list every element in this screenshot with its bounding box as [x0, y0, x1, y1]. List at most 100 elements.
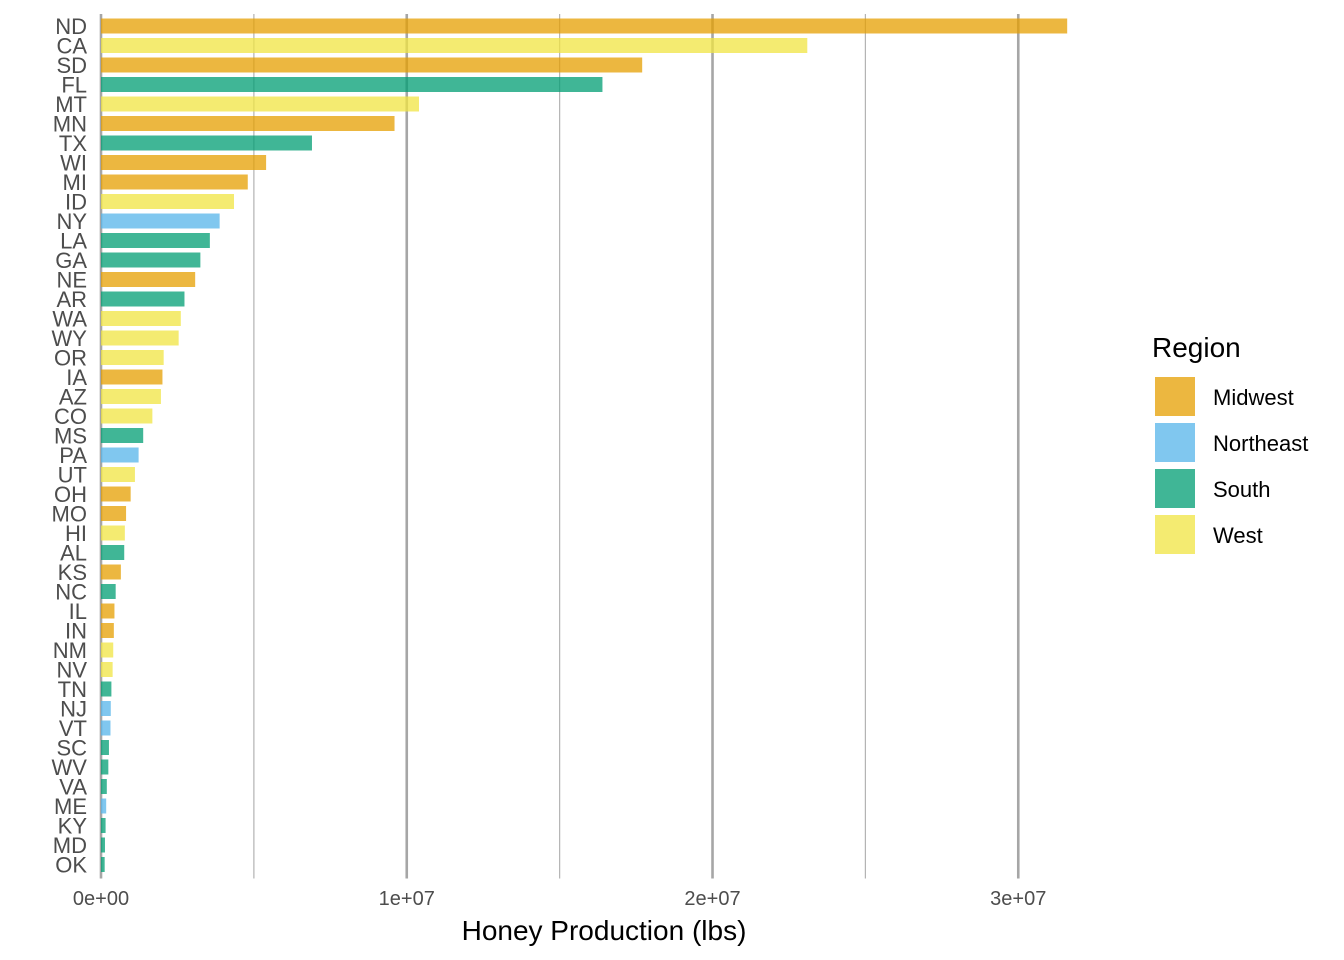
state-label-or: OR: [54, 346, 87, 371]
x-tick-label: 1e+07: [379, 888, 435, 910]
bar-ok: [101, 857, 105, 872]
bar-sc: [101, 740, 109, 755]
state-label-nc: NC: [55, 580, 87, 605]
bar-fl: [101, 77, 603, 92]
bar-wv: [101, 759, 109, 775]
state-label-ne: NE: [56, 268, 87, 293]
bar-ks: [101, 564, 121, 580]
bar-pa: [101, 447, 139, 463]
bar-vt: [101, 720, 111, 736]
state-label-nj: NJ: [60, 697, 87, 722]
bar-co: [101, 408, 153, 424]
state-label-ks: KS: [58, 560, 87, 585]
bar-ar: [101, 291, 185, 307]
state-label-nd: ND: [55, 14, 87, 39]
legend-label-northeast: Northeast: [1213, 431, 1308, 456]
legend-label-south: South: [1213, 477, 1271, 502]
state-label-ga: GA: [55, 248, 87, 273]
bar-wa: [101, 311, 181, 326]
state-label-tn: TN: [58, 677, 87, 702]
state-label-oh: OH: [54, 482, 87, 507]
bar-ca: [101, 38, 808, 53]
state-label-ar: AR: [56, 287, 87, 312]
bar-nv: [101, 662, 113, 677]
state-label-ky: KY: [58, 814, 88, 839]
legend-items: Midwest Northeast South West: [1155, 377, 1308, 554]
bar-or: [101, 350, 164, 365]
bar-md: [101, 837, 105, 853]
bar-ga: [101, 252, 201, 268]
bar-ms: [101, 428, 144, 443]
legend-key-south: [1155, 469, 1195, 508]
state-label-al: AL: [60, 541, 87, 566]
bar-oh: [101, 486, 131, 502]
bar-tn: [101, 681, 112, 697]
state-label-mn: MN: [53, 112, 87, 137]
state-label-mo: MO: [52, 502, 87, 527]
legend-key-west: [1155, 515, 1195, 554]
bar-nm: [101, 642, 114, 658]
state-labels: NDCASDFLMTMNTXWIMIIDNYLAGANEARWAWYORIAAZ…: [52, 14, 88, 878]
state-label-ia: IA: [66, 365, 87, 390]
state-label-sd: SD: [56, 53, 87, 78]
legend-key-midwest: [1155, 377, 1195, 416]
state-label-tx: TX: [59, 131, 87, 156]
bar-wi: [101, 155, 267, 170]
state-label-va: VA: [59, 775, 87, 800]
state-label-fl: FL: [61, 73, 87, 98]
legend-label-midwest: Midwest: [1213, 385, 1294, 410]
bar-nd: [101, 18, 1068, 34]
bar-me: [101, 798, 107, 814]
bar-al: [101, 545, 125, 560]
state-label-il: IL: [69, 599, 87, 624]
x-tick-labels: 0e+00 1e+07 2e+07 3e+07: [73, 888, 1046, 910]
state-label-hi: HI: [65, 521, 87, 546]
bar-tx: [101, 135, 312, 151]
state-label-ny: NY: [56, 209, 87, 234]
bar-mi: [101, 174, 248, 190]
bar-in: [101, 623, 114, 638]
state-label-wi: WI: [60, 151, 87, 176]
state-label-ca: CA: [56, 34, 87, 59]
bar-va: [101, 779, 107, 794]
x-tick-label: 3e+07: [990, 888, 1046, 910]
bar-az: [101, 389, 161, 404]
state-label-co: CO: [54, 404, 87, 429]
state-label-pa: PA: [59, 443, 87, 468]
state-label-sc: SC: [56, 736, 87, 761]
state-label-ms: MS: [54, 424, 87, 449]
bar-mo: [101, 506, 127, 521]
state-label-md: MD: [53, 833, 87, 858]
state-label-mt: MT: [55, 92, 87, 117]
legend-key-northeast: [1155, 423, 1195, 462]
state-label-vt: VT: [59, 716, 87, 741]
legend-title: Region: [1152, 332, 1241, 363]
bar-sd: [101, 57, 643, 73]
state-label-wa: WA: [52, 307, 87, 332]
x-axis-title: Honey Production (lbs): [462, 915, 747, 946]
state-label-nv: NV: [56, 658, 87, 683]
legend-label-west: West: [1213, 523, 1263, 548]
state-label-ut: UT: [58, 463, 87, 488]
bar-nc: [101, 584, 116, 599]
bar-ky: [101, 818, 106, 833]
bar-il: [101, 603, 115, 619]
legend: Region Midwest Northeast South West: [1152, 332, 1308, 554]
bar-ny: [101, 213, 220, 229]
state-label-id: ID: [65, 190, 87, 215]
bar-mt: [101, 96, 419, 112]
state-label-wy: WY: [52, 326, 88, 351]
bar-la: [101, 233, 210, 248]
bar-id: [101, 194, 235, 209]
bar-ut: [101, 467, 135, 482]
bar-ia: [101, 369, 163, 385]
x-tick-label: 0e+00: [73, 888, 129, 910]
bar-ne: [101, 272, 196, 287]
state-label-mi: MI: [63, 170, 87, 195]
bar-mn: [101, 116, 395, 131]
bar-nj: [101, 701, 111, 716]
state-label-ok: OK: [55, 853, 87, 878]
bars: [101, 18, 1068, 872]
state-label-nm: NM: [53, 638, 87, 663]
